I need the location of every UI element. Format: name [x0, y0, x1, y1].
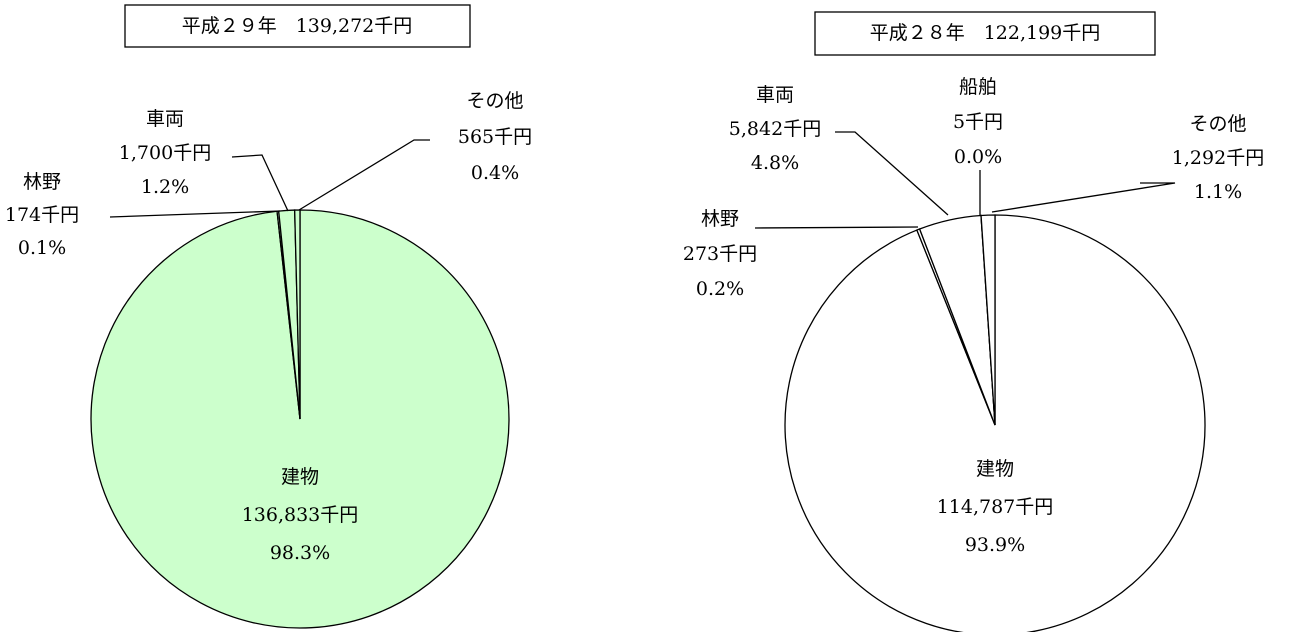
pie-slice: [980, 214, 996, 426]
value-label: 5千円: [953, 111, 1003, 133]
pie-slice: [784, 214, 1206, 632]
value-label: 273千円: [683, 243, 757, 265]
value-label: 136,833千円: [242, 504, 359, 526]
slice-label: 船舶: [959, 76, 997, 98]
percent-label: 4.8%: [751, 152, 799, 174]
chart-title: 平成２８年 122,199千円: [870, 22, 1101, 44]
slice-label: 車両: [756, 84, 794, 106]
percent-label: 0.4%: [471, 162, 519, 184]
value-label: 5,842千円: [729, 118, 821, 140]
slice-label: その他: [1189, 113, 1246, 135]
percent-label: 0.2%: [696, 278, 744, 300]
value-label: 565千円: [458, 126, 532, 148]
value-label: 114,787千円: [937, 496, 1054, 518]
value-label: 1,292千円: [1172, 147, 1264, 169]
slice-label: 建物: [281, 466, 319, 488]
percent-label: 1.1%: [1194, 181, 1242, 203]
slice-label: その他: [466, 90, 523, 112]
percent-label: 1.2%: [141, 176, 189, 198]
title-box: [814, 11, 1156, 56]
slice-label: 車両: [146, 108, 184, 130]
slice-label: 林野: [701, 208, 739, 230]
percent-label: 0.0%: [954, 146, 1002, 168]
slice-label: 林野: [23, 171, 61, 193]
percent-label: 98.3%: [270, 542, 330, 564]
title-box: [124, 4, 471, 48]
percent-label: 93.9%: [965, 534, 1025, 556]
value-label: 174千円: [5, 204, 79, 226]
percent-label: 0.1%: [18, 237, 66, 259]
value-label: 1,700千円: [119, 142, 211, 164]
slice-label: 建物: [976, 458, 1014, 480]
leader-lines: [109, 131, 1176, 229]
chart-title: 平成２９年 139,272千円: [182, 15, 413, 37]
